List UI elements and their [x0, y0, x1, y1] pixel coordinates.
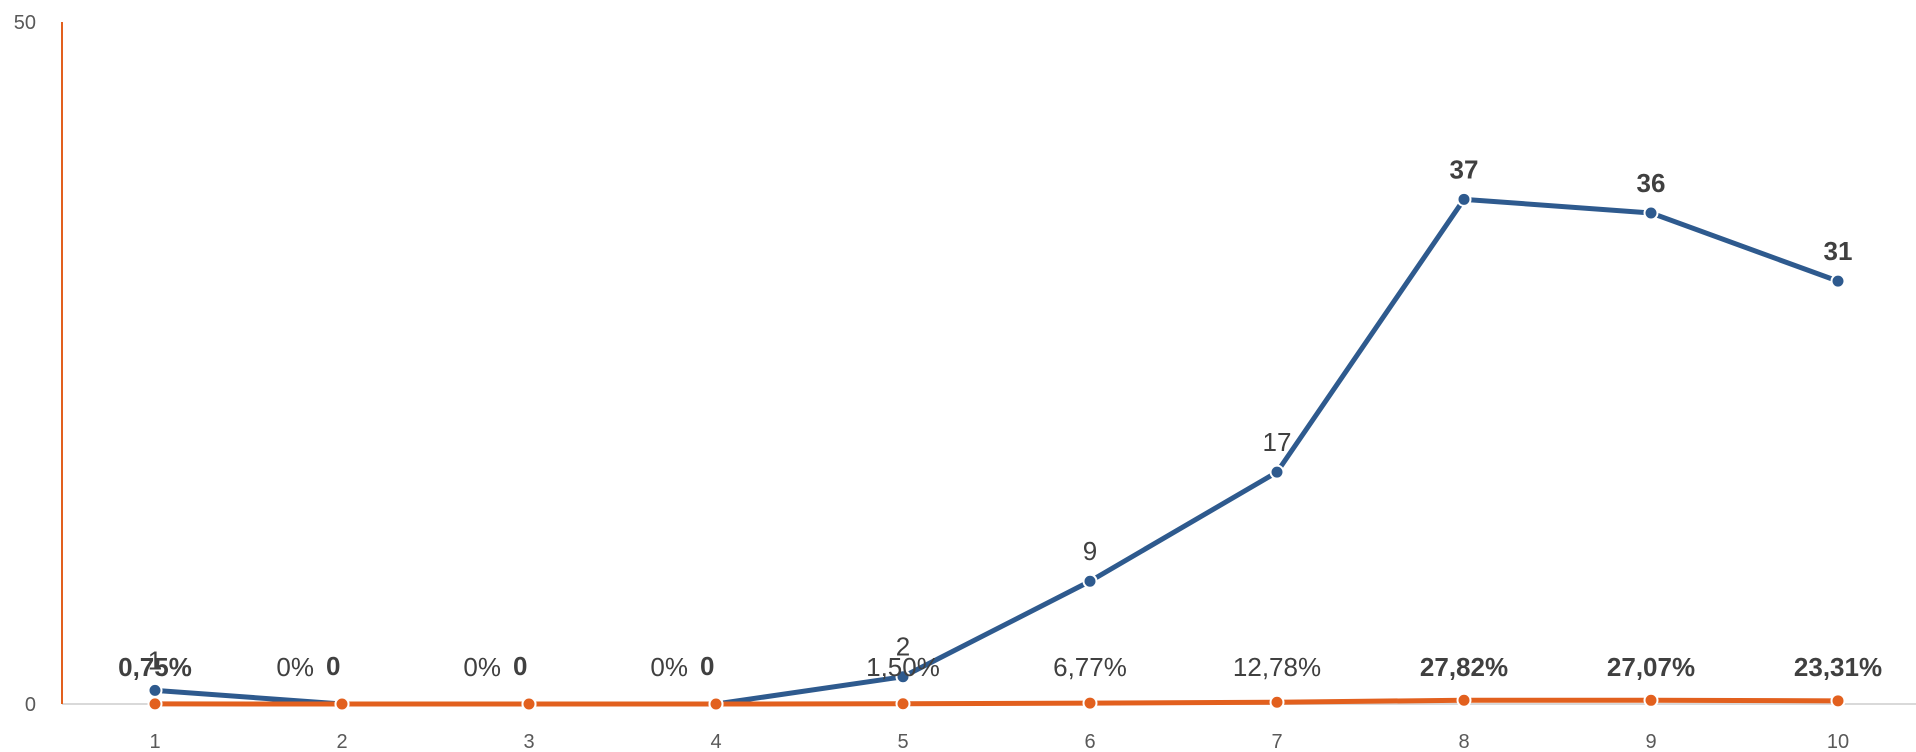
- series-2-point: [147, 696, 163, 712]
- series-1-data-label: 36: [1637, 168, 1666, 198]
- series-2-data-label: 1,50%: [866, 652, 940, 682]
- series-2-point: [895, 696, 911, 712]
- y-tick-label: 50: [14, 12, 36, 34]
- series-1-data-label: 2: [896, 632, 910, 662]
- series-2-data-label: 27,82%: [1420, 652, 1508, 682]
- series-2-data-label: 0%: [276, 652, 314, 682]
- series-layer: [147, 191, 1846, 712]
- series-1-data-label: 31: [1824, 236, 1853, 266]
- series-1-point: [1456, 191, 1472, 207]
- x-tick-label: 5: [897, 731, 908, 752]
- series-1-data-label: 0: [513, 651, 527, 681]
- series-1-point: [147, 682, 163, 698]
- x-tick-label: 1: [149, 731, 160, 752]
- series-1-line: [154, 196, 1839, 707]
- series-2-point: [1082, 695, 1098, 711]
- x-tick-label: 7: [1271, 731, 1282, 752]
- series-1-data-label: 9: [1083, 536, 1097, 566]
- series-2-point: [521, 696, 537, 712]
- x-tick-label: 6: [1084, 731, 1095, 752]
- x-tick-label: 8: [1458, 731, 1469, 752]
- series-1-point: [1830, 273, 1846, 289]
- x-tick-label: 3: [523, 731, 534, 752]
- series-1-point: [1269, 464, 1285, 480]
- series-2-data-label: 6,77%: [1053, 652, 1127, 682]
- series-2-data-label: 12,78%: [1233, 652, 1321, 682]
- x-tick-label: 4: [710, 731, 721, 752]
- series-2-point: [1269, 694, 1285, 710]
- series-2-data-label: 23,31%: [1794, 652, 1882, 682]
- series-2-point: [1643, 692, 1659, 708]
- series-1-data-label: 37: [1450, 154, 1479, 184]
- series-1-data-label: 0: [326, 651, 340, 681]
- series-2-data-label: 0%: [650, 652, 688, 682]
- series-1-data-label: 17: [1263, 427, 1292, 457]
- series-1-data-label: 0: [700, 651, 714, 681]
- y-tick-label: 0: [25, 694, 36, 716]
- series-1-point: [1082, 573, 1098, 589]
- x-tick-label: 10: [1827, 731, 1849, 752]
- series-2-data-label: 0%: [463, 652, 501, 682]
- data-labels: 1 0 0 0 2 9 17 37 36 31 0,75% 0% 0% 0% 1,50% 6,77% 12,78…: [118, 154, 1882, 682]
- series-1-point: [1643, 205, 1659, 221]
- x-tick-label: 9: [1645, 731, 1656, 752]
- series-2-data-label: 27,07%: [1607, 652, 1695, 682]
- series-1-point: [895, 669, 911, 685]
- series-2-line: [154, 697, 1839, 707]
- series-2-data-label: 0,75%: [118, 652, 192, 682]
- series-2-point: [1456, 692, 1472, 708]
- series-2-point: [708, 696, 724, 712]
- series-1-data-label: 1: [148, 645, 162, 675]
- x-tick-label: 2: [336, 731, 347, 752]
- series-2-point: [1830, 693, 1846, 709]
- series-2-point: [334, 696, 350, 712]
